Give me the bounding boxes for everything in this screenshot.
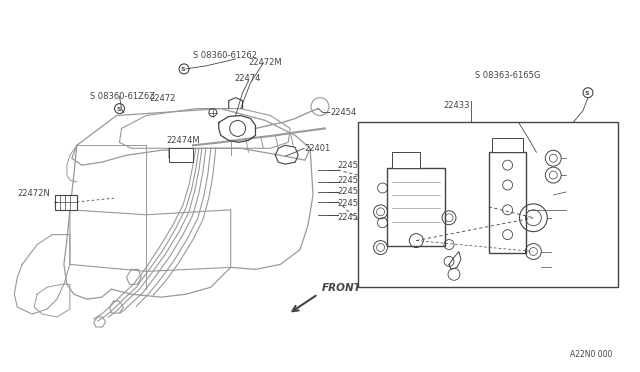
- Text: 22474: 22474: [235, 74, 261, 83]
- Text: 22451: 22451: [338, 199, 364, 208]
- Text: 23773E: 23773E: [568, 171, 600, 180]
- Text: 22472M: 22472M: [248, 58, 282, 67]
- Text: 22472: 22472: [149, 94, 175, 103]
- Bar: [55, 195, 77, 210]
- Text: 22441: 22441: [518, 124, 545, 133]
- Text: 23773: 23773: [447, 144, 474, 153]
- Text: S: S: [180, 67, 186, 73]
- Text: 22474M: 22474M: [166, 136, 200, 145]
- Text: 22020A: 22020A: [553, 247, 585, 256]
- Text: 22434: 22434: [362, 144, 388, 153]
- Bar: [492, 138, 524, 152]
- Bar: [387, 168, 445, 246]
- Text: 22020N: 22020N: [553, 213, 586, 222]
- Text: FRONT: FRONT: [322, 283, 362, 293]
- Bar: [169, 148, 193, 162]
- Text: S: S: [585, 91, 589, 96]
- Text: 22401: 22401: [304, 144, 330, 153]
- Text: 22452: 22452: [338, 187, 364, 196]
- Text: 22454: 22454: [330, 108, 356, 117]
- Text: 22472N: 22472N: [17, 189, 50, 198]
- Text: 22450: 22450: [338, 213, 364, 222]
- Text: 23773M: 23773M: [568, 187, 602, 196]
- Text: S: S: [116, 107, 121, 112]
- Text: 23773M: 23773M: [390, 233, 424, 242]
- Text: 22441A: 22441A: [390, 260, 422, 269]
- Bar: [489, 152, 527, 253]
- Text: S 08363-6165G: S 08363-6165G: [475, 71, 540, 80]
- Text: 22453: 22453: [338, 176, 364, 185]
- Text: 22450S: 22450S: [338, 161, 369, 170]
- Text: 22433H: 22433H: [553, 263, 586, 272]
- Text: S 08360-61262: S 08360-61262: [193, 51, 257, 61]
- Text: A22N0 000: A22N0 000: [570, 350, 612, 359]
- Text: 22441M: 22441M: [568, 205, 602, 214]
- Text: S 08360-61Z6Z: S 08360-61Z6Z: [90, 92, 155, 101]
- Bar: [358, 122, 618, 287]
- Text: 22433G: 22433G: [568, 154, 601, 163]
- Text: 23773E: 23773E: [390, 247, 422, 256]
- Text: 23773: 23773: [362, 213, 388, 222]
- Bar: [392, 152, 420, 168]
- Text: 22433: 22433: [443, 101, 470, 110]
